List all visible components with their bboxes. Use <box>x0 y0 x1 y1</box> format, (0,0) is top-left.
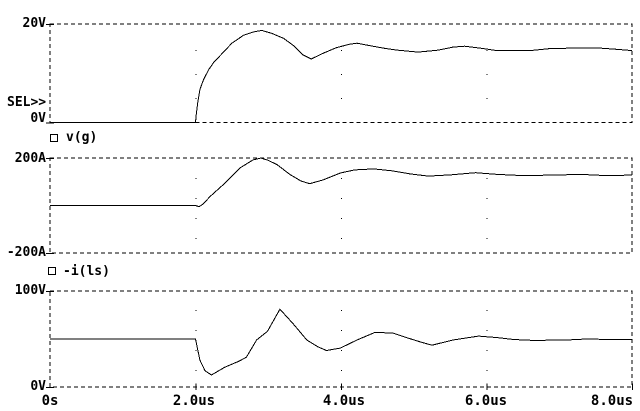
y-label-bottom-plot1: 0V <box>30 111 46 126</box>
trace-v(g) <box>50 29 633 123</box>
y-label-top-plot1: 20V <box>22 16 46 31</box>
y-label-top-plot2: 200A <box>14 151 46 166</box>
y-label-bottom-plot2: -200A <box>6 245 46 260</box>
y-label-bottom-plot3: 0V <box>30 379 46 394</box>
legend-marker-vg[interactable] <box>50 134 58 142</box>
y-label-top-plot3: 100V <box>14 283 46 298</box>
legend-label-ils[interactable]: -i(ls) <box>63 264 110 279</box>
trace--i(ls) <box>50 157 633 208</box>
legend-marker-ils[interactable] <box>48 267 56 275</box>
plot-frame-0 <box>49 23 633 123</box>
x-tick-0s: 0s <box>41 393 59 409</box>
plot-frame-1 <box>49 157 633 254</box>
sel-indicator[interactable]: SEL>> <box>7 95 47 110</box>
legend-label-vg[interactable]: v(g) <box>66 130 98 145</box>
x-tick-6us: 6.0us <box>464 393 508 409</box>
trace-plot2 <box>50 308 632 376</box>
x-tick-2us: 2.0us <box>172 393 216 409</box>
x-tick-4us: 4.0us <box>322 393 366 409</box>
x-tick-8us: 8.0us <box>590 393 634 409</box>
